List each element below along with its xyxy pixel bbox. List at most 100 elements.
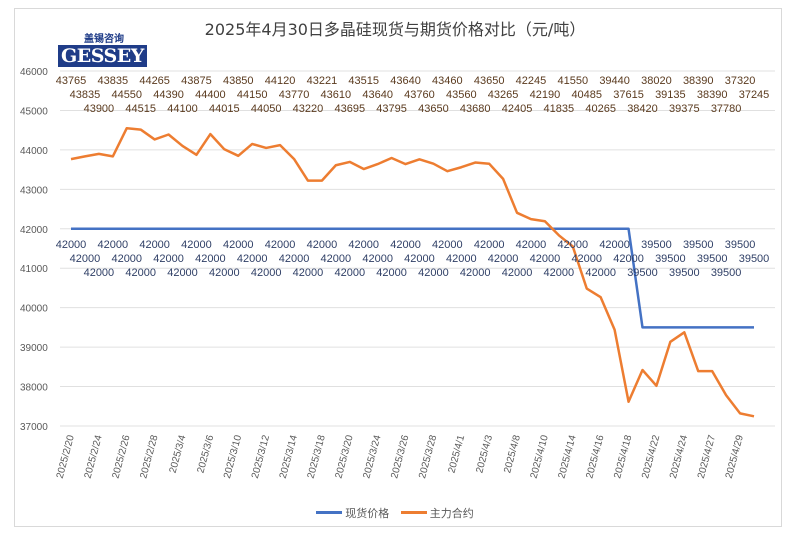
- x-tick-label: 2025/3/18: [306, 434, 328, 480]
- spot-data-label: 42000: [56, 239, 87, 251]
- futures-data-label: 38390: [697, 89, 728, 101]
- futures-data-label: 43221: [307, 75, 338, 87]
- legend-label-spot: 现货价格: [345, 506, 390, 520]
- futures-data-label: 44150: [237, 89, 268, 101]
- legend-item-futures[interactable]: 主力合约: [400, 505, 474, 521]
- futures-data-label: 43560: [446, 89, 477, 101]
- futures-data-label: 39135: [655, 89, 686, 101]
- futures-data-label: 43835: [98, 75, 129, 87]
- x-tick-label: 2025/3/12: [250, 434, 272, 480]
- series-line-futures: [70, 126, 755, 418]
- futures-data-label: 38390: [683, 75, 714, 87]
- x-tick-label: 2025/3/14: [278, 434, 300, 480]
- futures-data-label: 43695: [334, 103, 365, 115]
- spot-data-label: 42000: [98, 239, 129, 251]
- x-tick-label: 2025/3/28: [417, 434, 439, 480]
- futures-data-label: 40485: [571, 89, 602, 101]
- futures-data-label: 43265: [488, 89, 519, 101]
- spot-data-label: 42000: [251, 267, 282, 279]
- spot-data-label: 39500: [711, 267, 742, 279]
- futures-data-label: 39375: [669, 103, 700, 115]
- futures-data-label: 44100: [167, 103, 198, 115]
- futures-data-label: 43680: [460, 103, 491, 115]
- spot-data-label: 42000: [362, 253, 393, 265]
- x-tick-label: 2025/4/29: [724, 434, 746, 480]
- x-tick-label: 2025/4/24: [668, 434, 690, 480]
- x-tick-label: 2025/2/26: [111, 434, 133, 480]
- spot-data-label: 42000: [139, 239, 170, 251]
- x-tick-label: 2025/4/3: [474, 434, 495, 475]
- spot-data-label: 42000: [390, 239, 421, 251]
- spot-data-label: 42000: [223, 239, 254, 251]
- spot-data-label: 39500: [725, 239, 756, 251]
- x-tick-label: 2025/4/22: [640, 434, 662, 480]
- x-tick-label: 2025/3/24: [361, 434, 383, 480]
- chart-frame: [14, 8, 782, 527]
- futures-data-label: 43650: [474, 75, 505, 87]
- y-tick-label: 43000: [20, 185, 48, 196]
- spot-data-label: 42000: [585, 267, 616, 279]
- futures-data-label: 44390: [153, 89, 184, 101]
- spot-data-label: 39500: [697, 253, 728, 265]
- spot-data-label: 42000: [474, 239, 505, 251]
- legend-swatch-spot: [316, 511, 343, 514]
- futures-data-label: 44400: [195, 89, 226, 101]
- spot-data-label: 42000: [502, 267, 533, 279]
- futures-data-label: 40265: [585, 103, 616, 115]
- spot-data-label: 42000: [237, 253, 268, 265]
- spot-data-label: 42000: [265, 239, 296, 251]
- spot-data-label: 42000: [460, 267, 491, 279]
- spot-data-label: 42000: [334, 267, 365, 279]
- y-tick-label: 42000: [20, 225, 48, 236]
- x-tick-label: 2025/4/8: [502, 434, 523, 475]
- futures-data-label: 44050: [251, 103, 282, 115]
- futures-data-label: 42190: [530, 89, 561, 101]
- spot-data-label: 42000: [167, 267, 198, 279]
- spot-data-label: 42000: [153, 253, 184, 265]
- futures-data-label: 43515: [348, 75, 379, 87]
- futures-data-label: 44515: [125, 103, 156, 115]
- y-tick-label: 45000: [20, 106, 48, 117]
- futures-data-label: 43900: [84, 103, 115, 115]
- spot-data-label: 42000: [516, 239, 547, 251]
- futures-data-label: 43610: [321, 89, 352, 101]
- spot-data-label: 39500: [627, 267, 658, 279]
- x-tick-label: 2025/4/16: [584, 434, 606, 480]
- x-tick-label: 2025/4/1: [446, 434, 467, 475]
- x-tick-label: 2025/4/18: [612, 434, 634, 480]
- spot-data-label: 42000: [446, 253, 477, 265]
- legend-item-spot[interactable]: 现货价格: [316, 505, 389, 521]
- spot-data-label: 42000: [279, 253, 310, 265]
- x-tick-label: 2025/3/20: [334, 434, 356, 480]
- spot-data-label: 42000: [571, 253, 602, 265]
- futures-data-label: 43220: [293, 103, 324, 115]
- spot-data-label: 42000: [613, 253, 644, 265]
- futures-data-label: 43460: [432, 75, 463, 87]
- spot-data-label: 42000: [195, 253, 226, 265]
- spot-data-label: 42000: [181, 239, 212, 251]
- spot-data-label: 39500: [683, 239, 714, 251]
- futures-data-label: 37245: [739, 89, 770, 101]
- spot-data-label: 42000: [348, 239, 379, 251]
- futures-data-label: 43770: [279, 89, 310, 101]
- futures-data-label: 37320: [725, 75, 756, 87]
- y-tick-label: 37000: [20, 422, 48, 433]
- spot-data-label: 42000: [544, 267, 575, 279]
- futures-data-label: 44015: [209, 103, 240, 115]
- futures-data-label: 43765: [56, 75, 87, 87]
- futures-data-label: 43875: [181, 75, 212, 87]
- futures-data-label: 44550: [111, 89, 142, 101]
- futures-data-label: 43795: [376, 103, 407, 115]
- spot-data-label: 42000: [293, 267, 324, 279]
- spot-data-label: 39500: [739, 253, 770, 265]
- futures-data-label: 44265: [139, 75, 170, 87]
- spot-data-label: 42000: [209, 267, 240, 279]
- gessey-logo: 盖锡咨询 GESSEY: [58, 34, 147, 68]
- y-tick-label: 39000: [20, 343, 48, 354]
- spot-data-label: 42000: [599, 239, 630, 251]
- logo-en: GESSEY: [58, 45, 147, 67]
- futures-data-label: 43835: [70, 89, 101, 101]
- futures-data-label: 39440: [599, 75, 630, 87]
- x-tick-label: 2025/3/4: [168, 434, 189, 475]
